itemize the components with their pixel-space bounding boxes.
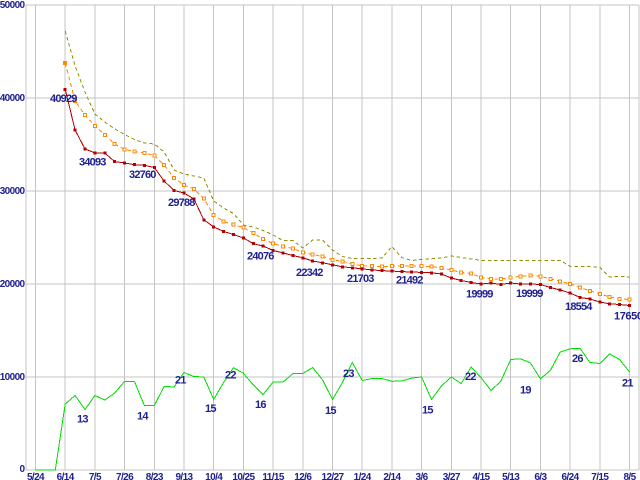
svg-text:2/14: 2/14 (383, 472, 401, 480)
svg-text:30000: 30000 (0, 186, 26, 197)
svg-text:5/13: 5/13 (502, 472, 520, 480)
svg-text:21: 21 (175, 375, 186, 387)
svg-text:7/26: 7/26 (116, 472, 134, 480)
svg-text:7/5: 7/5 (89, 472, 102, 480)
svg-text:24076: 24076 (247, 251, 274, 263)
svg-text:22: 22 (225, 370, 236, 382)
svg-text:40000: 40000 (0, 93, 26, 104)
svg-text:8/5: 8/5 (623, 472, 636, 480)
svg-text:6/3: 6/3 (534, 472, 547, 480)
svg-text:34093: 34093 (79, 157, 106, 169)
svg-text:15: 15 (422, 405, 433, 417)
svg-text:19: 19 (520, 385, 531, 397)
svg-text:26: 26 (572, 353, 583, 365)
svg-text:22: 22 (465, 371, 476, 383)
svg-text:6/24: 6/24 (562, 472, 580, 480)
svg-text:10/25: 10/25 (232, 472, 255, 480)
svg-text:18554: 18554 (565, 301, 593, 313)
svg-text:5/24: 5/24 (27, 472, 45, 480)
svg-text:50000: 50000 (0, 0, 26, 11)
svg-text:0: 0 (20, 464, 26, 475)
svg-text:6/14: 6/14 (57, 472, 75, 480)
svg-text:13: 13 (77, 414, 88, 426)
svg-text:21: 21 (622, 378, 633, 390)
svg-text:15: 15 (205, 403, 216, 415)
svg-text:22342: 22342 (296, 267, 323, 279)
svg-text:14: 14 (137, 411, 149, 423)
svg-text:17650: 17650 (614, 311, 640, 323)
svg-text:15: 15 (325, 405, 336, 417)
svg-text:3/6: 3/6 (416, 472, 429, 480)
svg-text:7/15: 7/15 (591, 472, 609, 480)
svg-text:29788: 29788 (168, 197, 195, 209)
svg-text:19999: 19999 (466, 289, 493, 301)
svg-text:4/15: 4/15 (472, 472, 490, 480)
svg-text:10/4: 10/4 (205, 472, 223, 480)
svg-text:21703: 21703 (347, 273, 374, 285)
svg-text:9/13: 9/13 (175, 472, 193, 480)
svg-text:1/24: 1/24 (354, 472, 372, 480)
svg-text:11/15: 11/15 (262, 472, 285, 480)
svg-text:19999: 19999 (516, 288, 543, 300)
svg-text:3/27: 3/27 (443, 472, 461, 480)
svg-text:20000: 20000 (0, 279, 26, 290)
svg-text:12/6: 12/6 (294, 472, 312, 480)
svg-text:23: 23 (343, 368, 354, 380)
svg-text:8/23: 8/23 (146, 472, 164, 480)
svg-text:12/27: 12/27 (321, 472, 344, 480)
svg-text:40929: 40929 (50, 93, 77, 105)
svg-text:21492: 21492 (396, 275, 423, 287)
svg-text:16: 16 (255, 399, 266, 411)
svg-text:32760: 32760 (129, 169, 156, 181)
svg-text:10000: 10000 (0, 372, 26, 383)
